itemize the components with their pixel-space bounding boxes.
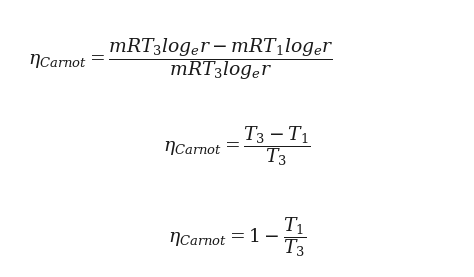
Text: $\eta_{Carnot} = \dfrac{mRT_3 log_e r - mRT_1 log_e r}{mRT_3 log_e r}$: $\eta_{Carnot} = \dfrac{mRT_3 log_e r - … — [27, 36, 333, 82]
Text: $\eta_{Carnot} = \dfrac{T_3 - T_1}{T_3}$: $\eta_{Carnot} = \dfrac{T_3 - T_1}{T_3}$ — [163, 125, 311, 168]
Text: $\eta_{Carnot} = 1 - \dfrac{T_1}{T_3}$: $\eta_{Carnot} = 1 - \dfrac{T_1}{T_3}$ — [168, 215, 306, 259]
